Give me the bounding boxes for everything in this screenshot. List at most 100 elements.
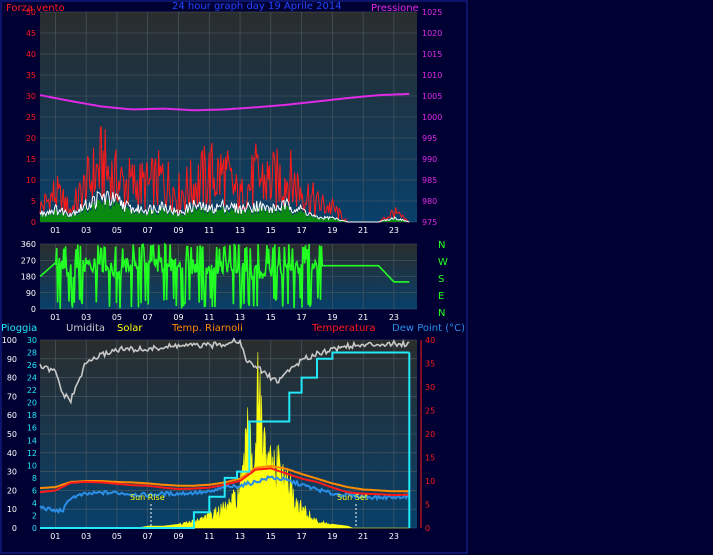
x-tick-label: 09 xyxy=(173,313,183,322)
pressure-tick-label: 990 xyxy=(422,155,437,164)
compass-w: W xyxy=(438,257,448,268)
temperature-tick-label: 20 xyxy=(425,430,435,439)
wind-tick-label: 40 xyxy=(26,50,36,59)
pressure-axis-label: Pressione xyxy=(371,3,419,14)
humidity-tick-label: 80 xyxy=(7,374,17,383)
pressure-tick-label: 995 xyxy=(422,134,437,143)
solar-label: Solar xyxy=(117,323,143,334)
temperature-tick-label: 10 xyxy=(425,477,435,486)
outer-frame xyxy=(0,0,468,554)
x-tick-label: 05 xyxy=(112,532,122,541)
x-tick-label: 01 xyxy=(50,532,60,541)
x-tick-label: 11 xyxy=(204,226,214,235)
pressure-tick-label: 980 xyxy=(422,197,437,206)
temperature-tick-label: 0 xyxy=(425,524,430,533)
rain-tick-label: 18 xyxy=(27,411,37,420)
x-tick-label: 23 xyxy=(389,313,399,322)
x-tick-label: 13 xyxy=(235,313,245,322)
wind-tick-label: 45 xyxy=(26,29,36,38)
rain-tick-label: 20 xyxy=(27,399,37,408)
x-tick-label: 19 xyxy=(327,226,337,235)
temperature-tick-label: 35 xyxy=(425,360,435,369)
x-tick-label: 05 xyxy=(112,313,122,322)
direction-tick-label: 270 xyxy=(21,256,36,265)
sun-rise-label: Sun Rise xyxy=(130,493,165,502)
x-tick-label: 13 xyxy=(235,226,245,235)
x-tick-label: 11 xyxy=(204,313,214,322)
humidity-tick-label: 20 xyxy=(7,486,17,495)
x-tick-label: 13 xyxy=(235,532,245,541)
x-tick-label: 15 xyxy=(266,313,276,322)
wind-tick-label: 35 xyxy=(26,71,36,80)
x-tick-label: 23 xyxy=(389,226,399,235)
wind-tick-label: 30 xyxy=(26,92,36,101)
x-tick-label: 01 xyxy=(50,226,60,235)
x-tick-label: 09 xyxy=(173,532,183,541)
rain-tick-label: 22 xyxy=(27,386,37,395)
x-tick-label: 01 xyxy=(50,313,60,322)
sun-set-label: Sun Set xyxy=(337,493,368,502)
x-tick-label: 05 xyxy=(112,226,122,235)
x-tick-label: 15 xyxy=(266,226,276,235)
x-tick-label: 19 xyxy=(327,532,337,541)
x-tick-label: 03 xyxy=(81,532,91,541)
direction-tick-label: 0 xyxy=(31,305,36,314)
rain-tick-label: 0 xyxy=(32,524,37,533)
x-tick-label: 17 xyxy=(296,313,306,322)
x-tick-label: 17 xyxy=(296,226,306,235)
direction-tick-label: 360 xyxy=(21,240,36,249)
x-tick-label: 07 xyxy=(143,532,153,541)
rain-tick-label: 8 xyxy=(32,474,37,483)
wind-tick-label: 20 xyxy=(26,134,36,143)
wind-tick-label: 15 xyxy=(26,155,36,164)
x-tick-label: 09 xyxy=(173,226,183,235)
pressure-tick-label: 1005 xyxy=(422,92,442,101)
rain-tick-label: 14 xyxy=(27,436,37,445)
x-tick-label: 21 xyxy=(358,313,368,322)
pressure-tick-label: 1025 xyxy=(422,8,442,17)
x-tick-label: 19 xyxy=(327,313,337,322)
temperature-tick-label: 30 xyxy=(425,383,435,392)
temperature-tick-label: 15 xyxy=(425,454,435,463)
wind-average-line xyxy=(39,190,410,223)
wind-tick-label: 5 xyxy=(31,197,36,206)
pressure-tick-label: 1010 xyxy=(422,71,442,80)
pressure-tick-label: 985 xyxy=(422,176,437,185)
humidity-label: Umidita xyxy=(66,323,105,334)
pressure-tick-label: 975 xyxy=(422,218,437,227)
pressure-tick-label: 1000 xyxy=(422,113,442,122)
x-tick-label: 07 xyxy=(143,226,153,235)
rain-label: Pioggia xyxy=(1,323,37,334)
humidity-line xyxy=(39,337,410,405)
rain-tick-label: 16 xyxy=(27,424,37,433)
humidity-tick-label: 0 xyxy=(12,524,17,533)
wind-tick-label: 25 xyxy=(26,113,36,122)
rain-tick-label: 30 xyxy=(27,336,37,345)
rain-tick-label: 26 xyxy=(27,361,37,370)
compass-n-top: N xyxy=(438,240,445,251)
x-tick-label: 07 xyxy=(143,313,153,322)
wind-tick-label: 50 xyxy=(26,8,36,17)
rain-tick-label: 4 xyxy=(32,499,37,508)
temperature-tick-label: 40 xyxy=(425,336,435,345)
temperature-tick-label: 25 xyxy=(425,407,435,416)
humidity-tick-label: 40 xyxy=(7,449,17,458)
humidity-tick-label: 10 xyxy=(7,505,17,514)
compass-s: S xyxy=(438,274,444,285)
temperature-tick-label: 5 xyxy=(425,501,430,510)
wind-axis-label: Forza vento xyxy=(6,3,65,14)
x-tick-label: 03 xyxy=(81,226,91,235)
humidity-tick-label: 50 xyxy=(7,430,17,439)
humidity-tick-label: 30 xyxy=(7,468,17,477)
rain-tick-label: 28 xyxy=(27,349,37,358)
humidity-tick-label: 70 xyxy=(7,392,17,401)
compass-n-bottom: N xyxy=(438,308,445,319)
x-tick-label: 21 xyxy=(358,226,368,235)
wind-direction-line xyxy=(39,242,410,309)
direction-tick-label: 90 xyxy=(26,289,36,298)
x-tick-label: 17 xyxy=(296,532,306,541)
temperature-label: Temperatura xyxy=(311,323,376,334)
compass-e: E xyxy=(438,291,444,302)
